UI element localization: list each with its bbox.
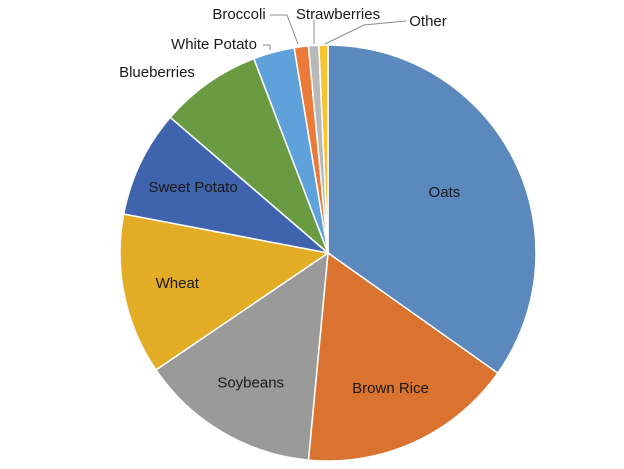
leader-lines bbox=[263, 14, 407, 50]
pie-slice-wheat bbox=[119, 213, 330, 371]
pie-slice-oats bbox=[327, 44, 537, 375]
slice-label-strawberries: Strawberries bbox=[296, 6, 380, 23]
leader-line-other bbox=[324, 20, 407, 45]
slice-label-broccoli: Broccoli bbox=[212, 6, 265, 23]
pie-slice-brown-rice bbox=[307, 251, 499, 462]
slice-label-soybeans: Soybeans bbox=[217, 375, 284, 392]
slice-label-brown-rice: Brown Rice bbox=[352, 380, 429, 397]
slice-label-white-potato: White Potato bbox=[171, 36, 257, 53]
pie-slice-blueberries bbox=[169, 57, 329, 254]
slice-label-oats: Oats bbox=[429, 184, 461, 201]
leader-line-broccoli bbox=[270, 14, 299, 45]
pie-slice-sweet-potato bbox=[122, 116, 331, 255]
slice-label-blueberries: Blueberries bbox=[119, 64, 195, 81]
slice-label-other: Other bbox=[409, 13, 447, 30]
slice-labels: Oats Brown Rice Soybeans Wheat Sweet Potato B… bbox=[119, 6, 460, 397]
pie-slice-soybeans bbox=[154, 251, 329, 461]
pie-slices bbox=[119, 44, 537, 462]
slice-label-wheat: Wheat bbox=[156, 275, 200, 292]
leader-line-white-potato bbox=[263, 44, 271, 50]
slice-label-sweet-potato: Sweet Potato bbox=[148, 179, 237, 196]
pie-slice-other bbox=[318, 44, 329, 254]
